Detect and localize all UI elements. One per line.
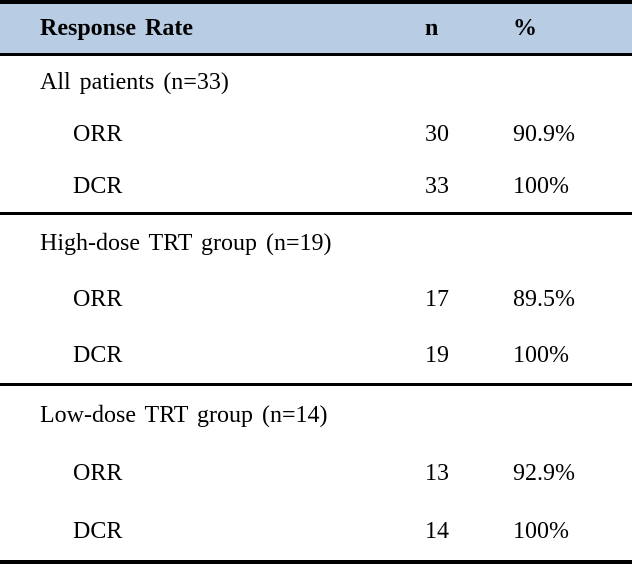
section-title: High-dose TRT group (n=19) bbox=[40, 229, 332, 256]
table-row: ORR 13 92.9% bbox=[0, 444, 632, 502]
row-label: ORR bbox=[73, 285, 123, 312]
table-row: DCR 14 100% bbox=[0, 502, 632, 560]
row-pct: 90.9% bbox=[513, 120, 575, 147]
row-n: 19 bbox=[425, 341, 449, 368]
header-response-rate: Response Rate bbox=[40, 15, 193, 41]
row-pct: 100% bbox=[513, 341, 569, 368]
row-label: DCR bbox=[73, 517, 123, 544]
section-title: All patients (n=33) bbox=[40, 68, 229, 95]
table-row: DCR 33 100% bbox=[0, 160, 632, 212]
row-pct: 100% bbox=[513, 172, 569, 199]
table-row: ORR 17 89.5% bbox=[0, 271, 632, 327]
header-percent: % bbox=[513, 15, 537, 41]
section-title: Low-dose TRT group (n=14) bbox=[40, 401, 328, 428]
row-n: 13 bbox=[425, 459, 449, 486]
table-row: ORR 30 90.9% bbox=[0, 108, 632, 160]
row-n: 17 bbox=[425, 285, 449, 312]
section-all-patients: All patients (n=33) ORR 30 90.9% DCR 33 … bbox=[0, 56, 632, 215]
row-label: DCR bbox=[73, 341, 123, 368]
section-title-row: High-dose TRT group (n=19) bbox=[0, 215, 632, 271]
row-label: ORR bbox=[73, 120, 123, 147]
row-n: 30 bbox=[425, 120, 449, 147]
row-pct: 92.9% bbox=[513, 459, 575, 486]
row-label: ORR bbox=[73, 459, 123, 486]
row-pct: 89.5% bbox=[513, 285, 575, 312]
section-low-dose-trt: Low-dose TRT group (n=14) ORR 13 92.9% D… bbox=[0, 386, 632, 564]
section-title-row: All patients (n=33) bbox=[0, 56, 632, 108]
row-pct: 100% bbox=[513, 517, 569, 544]
section-high-dose-trt: High-dose TRT group (n=19) ORR 17 89.5% … bbox=[0, 215, 632, 386]
row-n: 33 bbox=[425, 172, 449, 199]
row-label: DCR bbox=[73, 172, 123, 199]
row-n: 14 bbox=[425, 517, 449, 544]
table-header-row: Response Rate n % bbox=[0, 0, 632, 56]
section-title-row: Low-dose TRT group (n=14) bbox=[0, 386, 632, 444]
header-n: n bbox=[425, 15, 439, 41]
table-row: DCR 19 100% bbox=[0, 327, 632, 383]
